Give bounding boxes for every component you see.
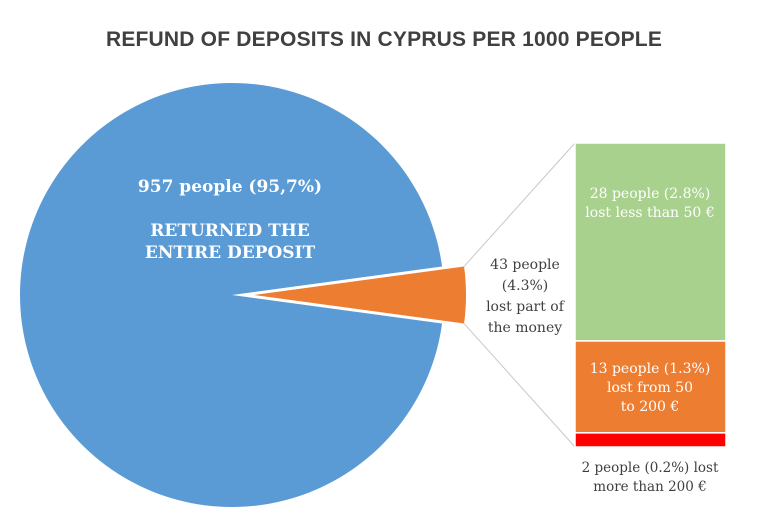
bar-label-less-than-50-line2: lost less than 50 € [585, 205, 715, 221]
slice-label-returned-text: RETURNED THE ENTIRE DEPOSIT [95, 220, 365, 264]
connector-line-bottom [463, 323, 576, 448]
bar-segment-less-than-50 [574, 142, 727, 342]
slice-label-returned-count: 957 people (95,7%) [137, 177, 323, 197]
connector-line-top [463, 142, 576, 267]
bar-label-50-to-200: 13 people (1.3%) lost from 50 to 200 € [574, 360, 726, 417]
bar-label-less-than-50-line1: 28 people (2.8%) [589, 186, 711, 202]
bar-segment-more-than-200 [574, 432, 727, 448]
chart-title: REFUND OF DEPOSITS IN CYPRUS PER 1000 PE… [105, 28, 663, 51]
pie-slice-returned [19, 83, 443, 507]
slice-label-lost-part-line3: lost part of [486, 299, 564, 315]
bar-label-less-than-50: 28 people (2.8%) lost less than 50 € [574, 185, 726, 223]
bar-label-more-than-200-line1: 2 people (0.2%) lost [581, 460, 719, 476]
bar-label-more-than-200-line2: more than 200 € [593, 479, 707, 495]
bar-label-50-to-200-line2: lost from 50 [606, 380, 693, 396]
slice-label-lost-part-line1: 43 people [490, 257, 560, 273]
pie-slice-lost-part [254, 266, 466, 324]
bar-label-50-to-200-line1: 13 people (1.3%) [589, 361, 711, 377]
bar-segment-50-to-200 [574, 340, 727, 434]
slice-label-lost-part: 43 people (4.3%) lost part of the money [470, 255, 580, 339]
slice-label-returned-line1: RETURNED THE [150, 221, 310, 241]
slice-label-lost-part-line4: the money [487, 320, 563, 336]
slice-label-lost-part-line2: (4.3%) [501, 278, 549, 294]
bar-label-50-to-200-line3: to 200 € [620, 399, 680, 415]
slice-label-returned-line2: ENTIRE DEPOSIT [144, 243, 316, 263]
bar-label-more-than-200: 2 people (0.2%) lost more than 200 € [560, 459, 740, 497]
